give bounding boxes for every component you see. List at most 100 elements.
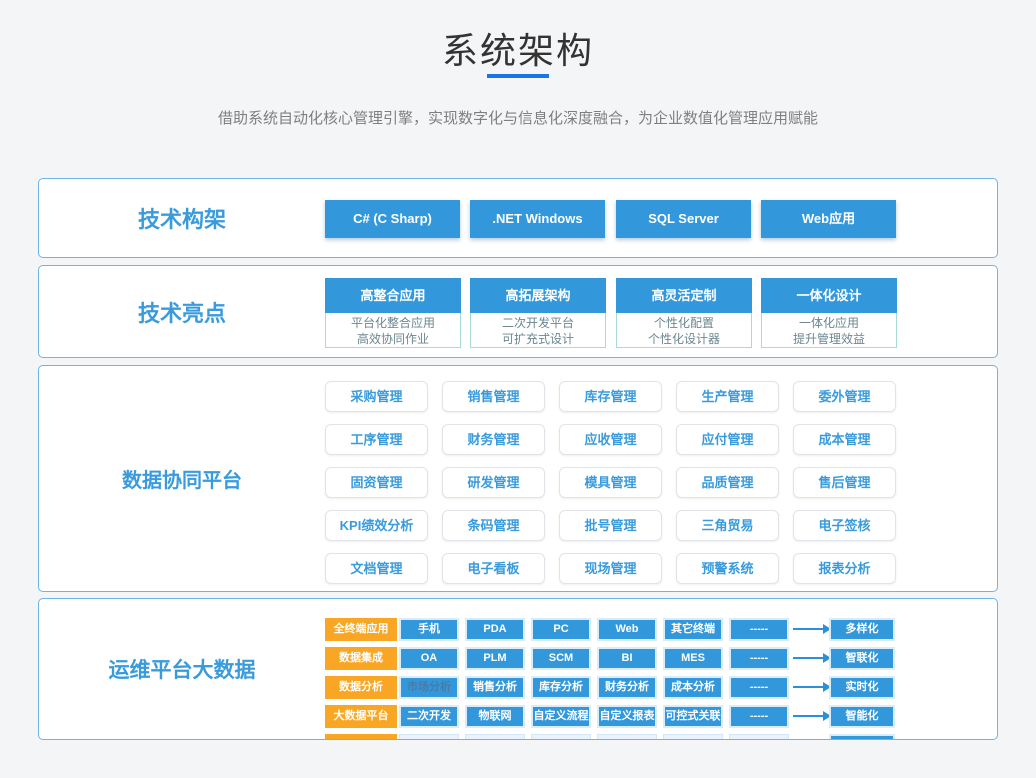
ops-category-data-integration[interactable]: 数据集成	[325, 647, 397, 670]
ops-item-button[interactable]: -----	[729, 676, 789, 699]
ops-ghost-row-item	[465, 734, 525, 739]
module-button[interactable]: 报表分析	[793, 553, 896, 584]
ops-ghost-row-category	[325, 734, 397, 739]
ops-ghost-row-item	[663, 734, 723, 739]
ops-item-button[interactable]: 可控式关联	[663, 705, 723, 728]
ops-item-button[interactable]: BI	[597, 647, 657, 670]
module-button[interactable]: 委外管理	[793, 381, 896, 412]
right-arrow-icon	[793, 711, 831, 721]
highlight-card-unified-design: 一体化设计 一体化应用 提升管理效益	[761, 278, 897, 348]
highlight-line: 提升管理效益	[792, 332, 865, 346]
ops-item-button[interactable]: PDA	[465, 618, 525, 641]
tech-button-csharp[interactable]: C# (C Sharp)	[325, 200, 460, 238]
ops-result-button[interactable]: 智能化	[829, 705, 895, 728]
highlight-line: 可扩充式设计	[501, 332, 574, 346]
module-button[interactable]: 财务管理	[442, 424, 545, 455]
ops-item-button[interactable]: MES	[663, 647, 723, 670]
ops-ghost-row-item	[597, 734, 657, 739]
highlight-line: 个性化配置	[653, 316, 714, 330]
module-button[interactable]: 文档管理	[325, 553, 428, 584]
tech-button-web-app[interactable]: Web应用	[761, 200, 896, 238]
section-ops-platform: 运维平台大数据 全终端应用 手机 PDA PC Web 其它终端 ----- 多…	[38, 598, 998, 740]
module-button[interactable]: 三角贸易	[676, 510, 779, 541]
module-button[interactable]: 固资管理	[325, 467, 428, 498]
module-button[interactable]: 模具管理	[559, 467, 662, 498]
ops-result-button[interactable]: 智联化	[829, 647, 895, 670]
module-button[interactable]: 批号管理	[559, 510, 662, 541]
ops-ghost-row-item	[531, 734, 591, 739]
ops-item-button[interactable]: 二次开发	[399, 705, 459, 728]
ops-item-button[interactable]: PLM	[465, 647, 525, 670]
ops-item-button[interactable]: -----	[729, 618, 789, 641]
highlight-line: 个性化设计器	[647, 332, 720, 346]
ops-item-button[interactable]: PC	[531, 618, 591, 641]
ops-item-button[interactable]: 成本分析	[663, 676, 723, 699]
module-button[interactable]: 研发管理	[442, 467, 545, 498]
module-button[interactable]: 售后管理	[793, 467, 896, 498]
highlight-card-customization: 高灵活定制 个性化配置 个性化设计器	[616, 278, 752, 348]
highlight-line: 二次开发平台	[501, 316, 574, 330]
module-button[interactable]: 预警系统	[676, 553, 779, 584]
section-label-tech-highlights: 技术亮点	[137, 300, 226, 326]
module-button[interactable]: 应收管理	[559, 424, 662, 455]
module-button[interactable]: 成本管理	[793, 424, 896, 455]
highlight-card-body: 个性化配置 个性化设计器	[616, 313, 752, 348]
ops-item-button[interactable]: Web	[597, 618, 657, 641]
ops-item-button[interactable]: 手机	[399, 618, 459, 641]
right-arrow-icon	[793, 653, 831, 663]
ops-item-button[interactable]: SCM	[531, 647, 591, 670]
ops-item-button[interactable]: -----	[729, 705, 789, 728]
section-data-platform: 数据协同平台 采购管理 销售管理 库存管理 生产管理 委外管理 工序管理 财务管…	[38, 365, 998, 592]
highlight-card-integration: 高整合应用 平台化整合应用 高效协同作业	[325, 278, 461, 348]
ops-result-button[interactable]: 实时化	[829, 676, 895, 699]
module-button[interactable]: 条码管理	[442, 510, 545, 541]
module-button[interactable]: 电子签核	[793, 510, 896, 541]
ops-category-terminals[interactable]: 全终端应用	[325, 618, 397, 641]
ops-item-button[interactable]: 销售分析	[465, 676, 525, 699]
module-button[interactable]: 生产管理	[676, 381, 779, 412]
section-label-ops-platform: 运维平台大数据	[108, 659, 256, 682]
module-button[interactable]: 销售管理	[442, 381, 545, 412]
module-button[interactable]: KPI绩效分析	[325, 510, 428, 541]
highlight-card-title: 高整合应用	[325, 278, 461, 313]
right-arrow-icon	[793, 624, 831, 634]
highlight-card-extensibility: 高拓展架构 二次开发平台 可扩充式设计	[470, 278, 606, 348]
ops-item-button[interactable]: 自定义报表	[597, 705, 657, 728]
module-button[interactable]: 品质管理	[676, 467, 779, 498]
module-button[interactable]: 电子看板	[442, 553, 545, 584]
highlight-card-body: 二次开发平台 可扩充式设计	[470, 313, 606, 348]
module-button[interactable]: 应付管理	[676, 424, 779, 455]
right-arrow-icon	[793, 682, 831, 692]
page-title: 系统架构	[441, 30, 594, 71]
ops-result-button[interactable]: 多样化	[829, 618, 895, 641]
ops-item-button[interactable]: 自定义流程	[531, 705, 591, 728]
ops-item-button[interactable]: OA	[399, 647, 459, 670]
module-button[interactable]: 现场管理	[559, 553, 662, 584]
ops-item-button[interactable]: -----	[729, 647, 789, 670]
highlight-card-title: 一体化设计	[761, 278, 897, 313]
module-button[interactable]: 采购管理	[325, 381, 428, 412]
highlight-line: 平台化整合应用	[350, 316, 435, 330]
title-underline	[487, 74, 549, 78]
tech-button-dotnet-windows[interactable]: .NET Windows	[470, 200, 605, 238]
ops-item-button[interactable]: 物联网	[465, 705, 525, 728]
ops-item-button[interactable]: 库存分析	[531, 676, 591, 699]
highlight-card-body: 平台化整合应用 高效协同作业	[325, 313, 461, 348]
section-tech-highlights: 技术亮点 高整合应用 平台化整合应用 高效协同作业 高拓展架构 二次开发平台 可…	[38, 265, 998, 358]
highlight-card-body: 一体化应用 提升管理效益	[761, 313, 897, 348]
highlight-card-title: 高拓展架构	[470, 278, 606, 313]
ops-category-bigdata-platform[interactable]: 大数据平台	[325, 705, 397, 728]
ops-category-data-analysis[interactable]: 数据分析	[325, 676, 397, 699]
ops-item-button[interactable]: 财务分析	[597, 676, 657, 699]
highlight-line: 一体化应用	[798, 316, 859, 330]
section-tech-framework: 技术构架 C# (C Sharp) .NET Windows SQL Serve…	[38, 178, 998, 258]
ops-item-button[interactable]: 其它终端	[663, 618, 723, 641]
highlight-card-title: 高灵活定制	[616, 278, 752, 313]
tech-button-sql-server[interactable]: SQL Server	[616, 200, 751, 238]
module-button[interactable]: 库存管理	[559, 381, 662, 412]
ops-item-button[interactable]: 市场分析	[399, 676, 459, 699]
module-button[interactable]: 工序管理	[325, 424, 428, 455]
section-label-data-platform: 数据协同平台	[122, 470, 242, 492]
highlight-line: 高效协同作业	[356, 332, 429, 346]
page-subtitle: 借助系统自动化核心管理引擎，实现数字化与信息化深度融合，为企业数值化管理应用赋能	[217, 110, 818, 127]
